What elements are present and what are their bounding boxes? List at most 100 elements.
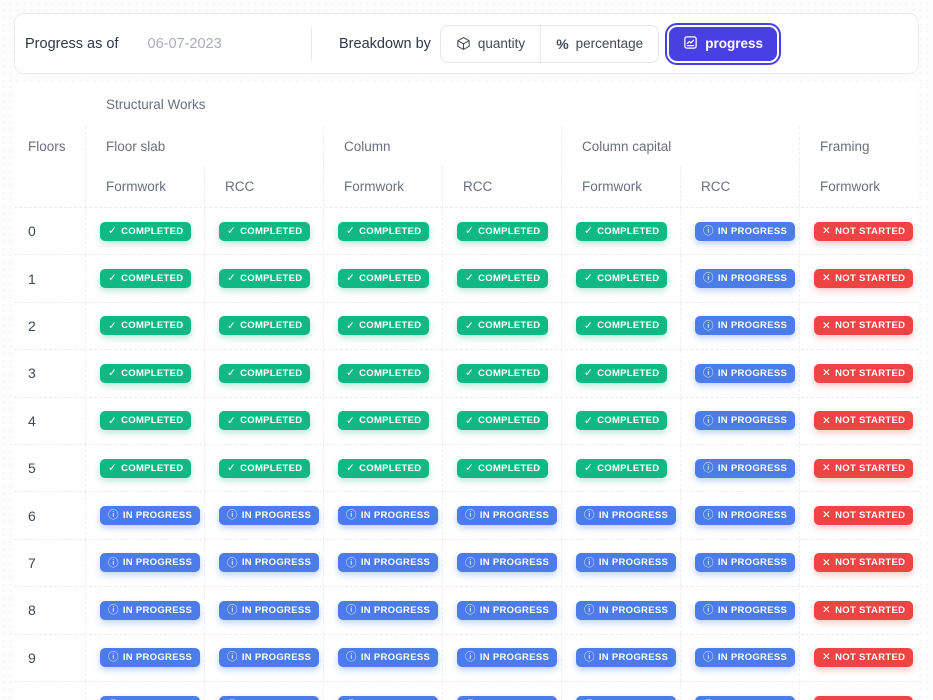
status-badge-completed: ✓ COMPLETED [100,269,192,289]
date-input[interactable] [147,35,268,52]
status-badge-label: IN PROGRESS [598,510,669,522]
status-badge-completed: ✓ COMPLETED [219,458,311,478]
info-icon: ⓘ [465,509,476,522]
status-badge-label: COMPLETED [478,273,541,285]
progress-button[interactable]: progress [669,26,777,61]
status-cell: ✓ COMPLETED [86,397,205,444]
status-badge-label: IN PROGRESS [360,652,431,664]
status-badge-completed: ✓ COMPLETED [100,411,192,431]
status-badge-completed: ✓ COMPLETED [338,269,430,289]
floor-number: 1 [14,255,86,302]
status-badge-label: NOT STARTED [835,225,906,237]
info-icon: ⓘ [346,556,357,569]
status-cell: ✓ COMPLETED [443,208,562,255]
group-header-spacer [14,82,86,126]
status-cell: ✓ COMPLETED [562,350,681,397]
status-badge-label: IN PROGRESS [122,604,193,616]
table-body: 0 ✓ COMPLETED ✓ COMPLETED ✓ COMPLETED ✓ COMPLETE… [14,208,919,700]
status-cell: ✕NOT STARTED [800,587,919,633]
cube-icon [456,36,471,51]
table-row: 4 ✓ COMPLETED ✓ COMPLETED ✓ COMPLETED ✓ COMPLETE… [14,397,919,445]
check-icon: ✓ [584,367,594,380]
status-badge-not-started: ✕NOT STARTED [814,221,914,241]
status-cell: ✓ COMPLETED [324,255,443,302]
status-cell: ✓ COMPLETED [86,255,205,302]
floor-number: 0 [14,208,86,255]
info-icon: ⓘ [584,604,595,617]
status-badge-label: NOT STARTED [835,557,906,569]
status-badge-label: COMPLETED [478,225,541,237]
status-badge-label: IN PROGRESS [717,225,788,237]
progress-as-of-label: Progress as of [25,35,119,52]
info-icon: ⓘ [108,604,119,617]
check-icon: ✓ [584,461,594,474]
status-badge-label: NOT STARTED [835,320,906,332]
status-badge-label: COMPLETED [240,462,303,474]
subheader-column-rcc: RCC [443,166,562,207]
status-badge-label: IN PROGRESS [122,557,193,569]
status-badge-completed: ✓ COMPLETED [338,411,430,431]
info-icon: ⓘ [703,319,714,332]
toolbar-card: Progress as of Breakdown by quantity % p… [14,13,919,74]
percentage-button-label: percentage [575,36,644,51]
status-cell: ✓ COMPLETED [324,350,443,397]
status-badge-label: COMPLETED [597,415,660,427]
info-icon: ⓘ [703,509,714,522]
status-cell: ✓ COMPLETED [562,208,681,255]
check-icon: ✓ [108,224,118,237]
status-badge-label: COMPLETED [478,320,541,332]
status-badge-label: COMPLETED [121,367,184,379]
status-badge-label: IN PROGRESS [717,462,788,474]
subheader-floor-slab-rcc: RCC [205,166,324,207]
check-icon: ✓ [108,272,118,285]
status-badge-label: COMPLETED [597,273,660,285]
status-badge-label: IN PROGRESS [717,604,788,616]
subheader-column-capital-rcc: RCC [681,166,800,207]
status-cell: ✕NOT STARTED [800,682,919,700]
info-icon: ⓘ [703,651,714,664]
status-badge-not-started: ✕NOT STARTED [814,553,914,573]
status-badge-not-started: ✕NOT STARTED [814,269,914,289]
quantity-button[interactable]: quantity [441,26,540,62]
floor-number: 5 [14,444,86,492]
status-cell: ✓ COMPLETED [443,350,562,397]
info-icon: ⓘ [108,556,119,569]
column-header-floors: Floors [14,126,86,166]
status-badge-completed: ✓ COMPLETED [100,458,192,478]
status-cell: ✓ COMPLETED [324,302,443,350]
subheader-column-formwork: Formwork [324,166,443,207]
status-cell: ✓ COMPLETED [562,302,681,350]
table-category-header-row: Floors Floor slab Column Column capital … [14,126,919,166]
status-badge-label: NOT STARTED [835,415,906,427]
info-icon: ⓘ [703,224,714,237]
status-badge-completed: ✓ COMPLETED [219,411,311,431]
status-badge-completed: ✓ COMPLETED [219,269,311,289]
info-icon: ⓘ [465,604,476,617]
status-cell: ✓ COMPLETED [205,255,324,302]
status-badge-label: IN PROGRESS [241,604,312,616]
status-badge-label: COMPLETED [478,367,541,379]
percentage-button[interactable]: % percentage [540,25,658,62]
check-icon: ✓ [227,461,237,474]
status-cell: ✕NOT STARTED [800,540,919,586]
status-badge-label: IN PROGRESS [717,557,788,569]
check-icon: ✓ [346,367,356,380]
progress-table: Structural Works Floors Floor slab Colum… [14,82,919,700]
status-cell: ✕NOT STARTED [800,398,919,444]
check-icon: ✓ [108,367,118,380]
info-icon: ⓘ [703,461,714,474]
check-icon: ✓ [584,272,594,285]
status-badge-label: COMPLETED [359,367,422,379]
status-cell: ✓ COMPLETED [86,302,205,350]
